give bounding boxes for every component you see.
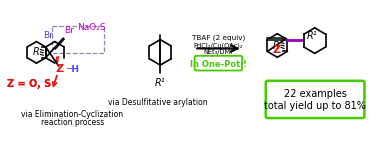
Text: Z: Z — [273, 45, 281, 55]
Text: Z = O, S: Z = O, S — [6, 79, 51, 89]
Text: NEt₃/DMF: NEt₃/DMF — [203, 49, 234, 55]
FancyArrowPatch shape — [54, 57, 59, 61]
Text: reaction process: reaction process — [40, 118, 104, 128]
Text: R: R — [273, 40, 280, 51]
Text: In One-Pot !: In One-Pot ! — [190, 60, 247, 69]
Text: R¹: R¹ — [307, 31, 318, 41]
Text: via Desulfitative arylation: via Desulfitative arylation — [108, 98, 207, 107]
FancyArrowPatch shape — [53, 76, 57, 86]
Text: total yield up to 81%: total yield up to 81% — [264, 101, 366, 111]
Text: via Elimination-Cyclization: via Elimination-Cyclization — [21, 110, 123, 119]
Text: 22 examples: 22 examples — [284, 89, 347, 99]
FancyBboxPatch shape — [195, 56, 242, 71]
Text: ─H: ─H — [67, 65, 79, 74]
Text: Br: Br — [64, 26, 74, 35]
FancyBboxPatch shape — [266, 81, 364, 118]
Text: R: R — [33, 47, 40, 57]
Text: PdCl₂/Cu(OAc)₂: PdCl₂/Cu(OAc)₂ — [194, 42, 243, 49]
Text: TBAF (2 equiv): TBAF (2 equiv) — [192, 34, 245, 41]
Text: NaO₂S: NaO₂S — [77, 23, 105, 32]
Text: R¹: R¹ — [155, 78, 166, 88]
Text: Z = O, S: Z = O, S — [6, 79, 51, 89]
Text: Br: Br — [43, 31, 53, 40]
Text: Z: Z — [56, 64, 64, 74]
